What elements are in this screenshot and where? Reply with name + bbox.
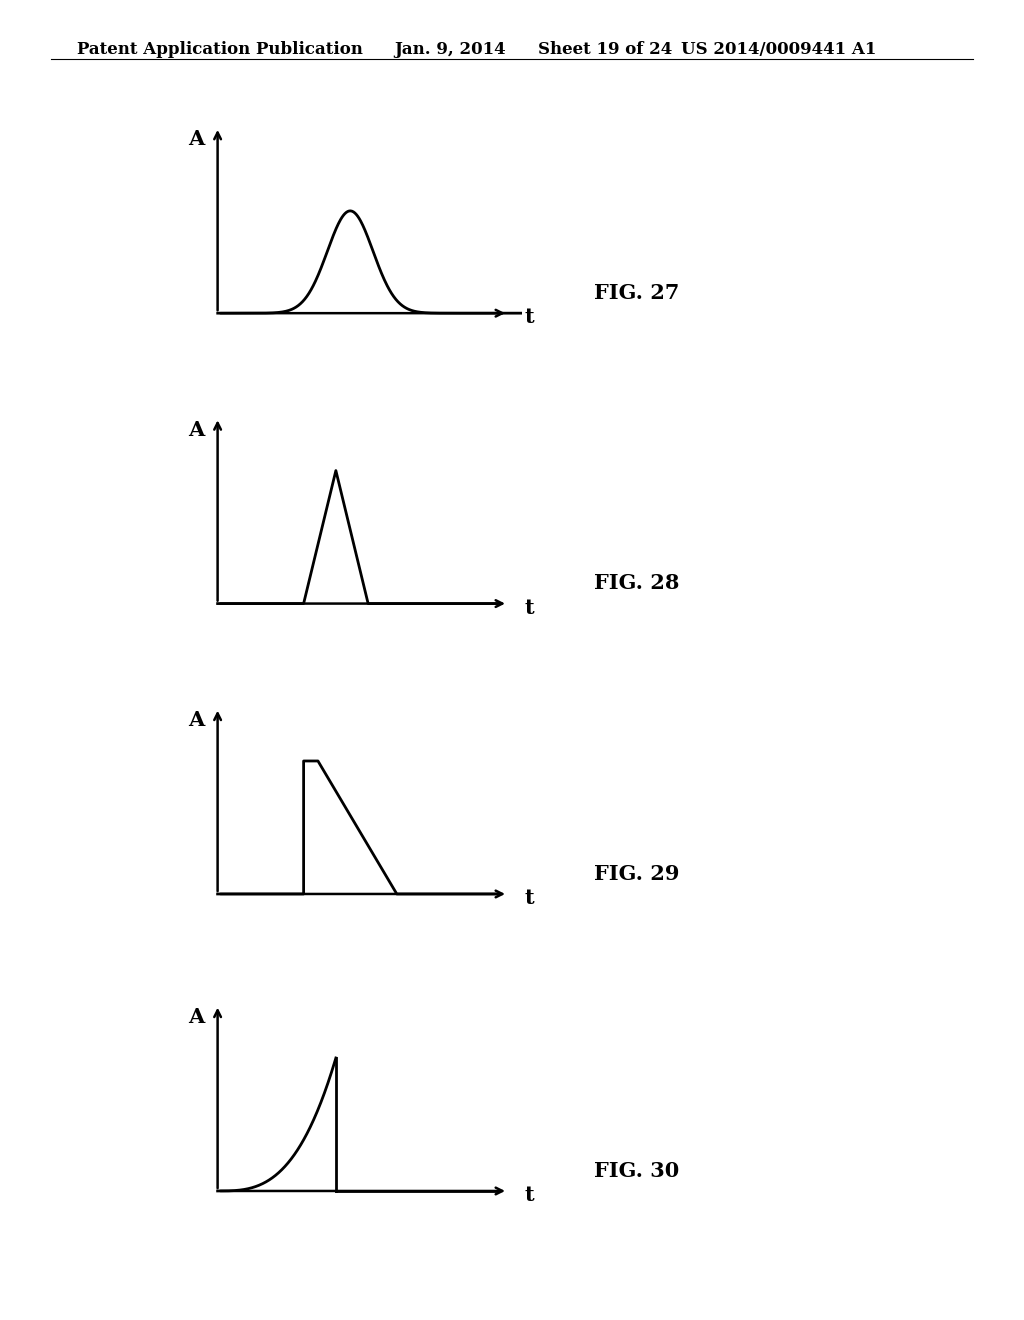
Text: t: t: [524, 1185, 535, 1205]
Text: A: A: [188, 420, 204, 440]
Text: FIG. 27: FIG. 27: [594, 282, 679, 302]
Text: FIG. 28: FIG. 28: [594, 573, 679, 593]
Text: Patent Application Publication: Patent Application Publication: [77, 41, 362, 58]
Text: t: t: [524, 598, 535, 618]
Text: FIG. 30: FIG. 30: [594, 1160, 679, 1180]
Text: t: t: [524, 888, 535, 908]
Text: A: A: [188, 710, 204, 730]
Text: FIG. 29: FIG. 29: [594, 863, 679, 883]
Text: Sheet 19 of 24: Sheet 19 of 24: [538, 41, 672, 58]
Text: US 2014/0009441 A1: US 2014/0009441 A1: [681, 41, 877, 58]
Text: A: A: [188, 1007, 204, 1027]
Text: t: t: [524, 308, 535, 327]
Text: Jan. 9, 2014: Jan. 9, 2014: [394, 41, 506, 58]
Text: A: A: [188, 129, 204, 149]
